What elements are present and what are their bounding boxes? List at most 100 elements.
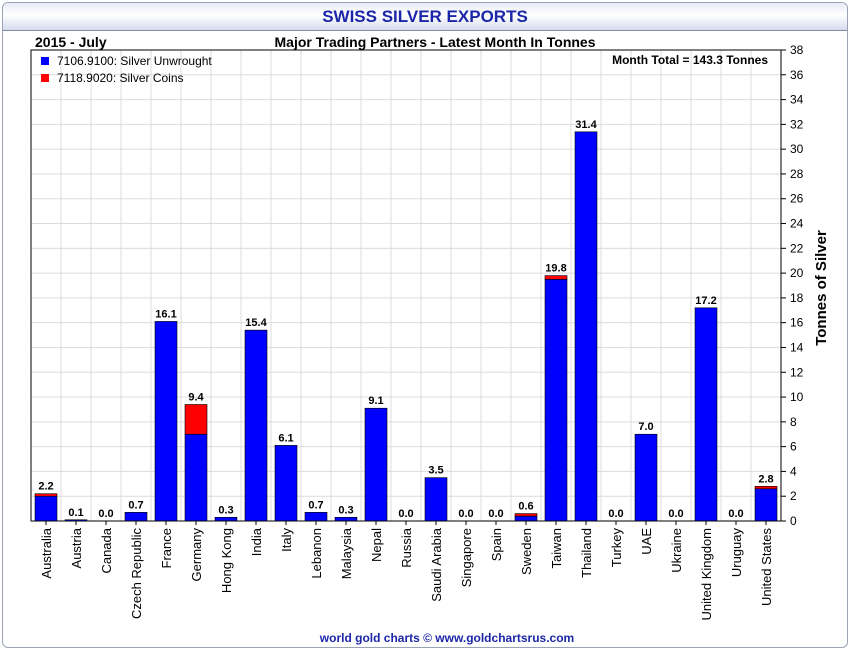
x-tick-label: Australia xyxy=(39,527,54,578)
y-tick-label: 38 xyxy=(790,43,804,57)
bar-unwrought xyxy=(334,516,358,522)
x-tick-label: India xyxy=(249,527,264,556)
bar-chart: 2.2 0.1 0.0 0.7 16.1 9.4 0.3 15.4 6.1 0.7 0.3 9.1 0.… xyxy=(30,34,830,645)
bar-unwrought xyxy=(424,477,448,522)
data-label: 3.5 xyxy=(428,465,443,477)
y-tick-label: 24 xyxy=(790,217,804,231)
bar-unwrought xyxy=(244,329,268,522)
x-tick-label: Hong Kong xyxy=(219,528,234,593)
title-bar: SWISS SILVER EXPORTS xyxy=(3,3,847,31)
data-label: 0.3 xyxy=(218,504,233,516)
bar-unwrought xyxy=(364,407,388,522)
bar-unwrought xyxy=(634,433,658,522)
legend: 7106.9100: Silver Unwrought 7118.9020: S… xyxy=(41,54,212,85)
data-label: 0.0 xyxy=(458,508,473,520)
y-tick-label: 28 xyxy=(790,167,804,181)
y-tick-label: 10 xyxy=(790,390,804,404)
y-tick-label: 32 xyxy=(790,117,804,131)
data-label: 0.0 xyxy=(488,508,503,520)
data-label: 0.0 xyxy=(398,508,413,520)
data-label: 7.0 xyxy=(638,421,653,433)
x-tick-label: Germany xyxy=(189,528,204,582)
period-label: 2015 - July xyxy=(35,34,107,50)
y-tick-label: 20 xyxy=(790,266,804,280)
legend-label-unwrought: 7106.9100: Silver Unwrought xyxy=(57,54,212,68)
bar-unwrought xyxy=(124,512,148,522)
data-label: 0.0 xyxy=(668,508,683,520)
x-tick-label: Russia xyxy=(399,527,414,568)
footer-credit: world gold charts © www.goldchartsrus.co… xyxy=(319,631,574,645)
x-tick-label: France xyxy=(159,528,174,568)
y-tick-label: 36 xyxy=(790,68,804,82)
bar-coins xyxy=(544,275,568,280)
bar-unwrought xyxy=(544,279,568,522)
data-label: 0.1 xyxy=(68,507,83,519)
bar-unwrought xyxy=(274,445,298,522)
bar-unwrought xyxy=(574,131,598,522)
y-tick-label: 18 xyxy=(790,291,804,305)
y-tick-label: 14 xyxy=(790,340,804,354)
bar-unwrought xyxy=(754,488,778,522)
legend-swatch-coins xyxy=(41,74,49,82)
bar-coins xyxy=(34,493,58,497)
legend-label-coins: 7118.9020: Silver Coins xyxy=(57,71,184,85)
legend-swatch-unwrought xyxy=(41,57,49,65)
y-tick-label: 8 xyxy=(790,415,797,429)
y-axis-label: Tonnes of Silver xyxy=(813,230,830,346)
bar-coins xyxy=(754,485,778,490)
y-tick-label: 6 xyxy=(790,440,797,454)
chart-subtitle: Major Trading Partners - Latest Month In… xyxy=(275,34,596,50)
y-tick-label: 0 xyxy=(790,514,797,528)
x-tick-label: Canada xyxy=(99,527,114,573)
data-label: 31.4 xyxy=(575,119,597,131)
data-label: 0.3 xyxy=(338,504,353,516)
x-tick-label: Italy xyxy=(279,528,294,552)
month-total-note: Month Total = 143.3 Tonnes xyxy=(612,53,768,67)
bar-unwrought xyxy=(154,321,178,522)
x-tick-label: Singapore xyxy=(459,528,474,587)
axes: 02468101214161820222426283032343638Austr… xyxy=(30,43,804,621)
data-label: 0.0 xyxy=(728,508,743,520)
x-tick-label: Saudi Arabia xyxy=(429,527,444,601)
x-tick-label: Ukraine xyxy=(669,528,684,573)
data-label: 6.1 xyxy=(278,432,293,444)
grid xyxy=(31,50,781,521)
x-tick-label: Czech Republic xyxy=(129,528,144,620)
y-tick-label: 4 xyxy=(790,464,797,478)
y-tick-label: 30 xyxy=(790,142,804,156)
x-tick-label: Malaysia xyxy=(339,527,354,579)
bar-unwrought xyxy=(214,516,238,522)
x-tick-label: Nepal xyxy=(369,528,384,562)
y-tick-label: 2 xyxy=(790,489,797,503)
x-tick-label: United Kingdom xyxy=(699,528,714,621)
data-label: 9.1 xyxy=(368,395,383,407)
bar-unwrought xyxy=(34,495,58,522)
data-label: 0.7 xyxy=(128,499,143,511)
bar-coins xyxy=(184,404,208,435)
x-tick-label: Austria xyxy=(69,527,84,568)
data-label: 17.2 xyxy=(695,295,716,307)
y-tick-label: 34 xyxy=(790,93,804,107)
chart-title: SWISS SILVER EXPORTS xyxy=(322,7,528,26)
bar-unwrought xyxy=(514,515,538,522)
x-tick-label: Uruguay xyxy=(729,528,744,578)
data-label: 2.8 xyxy=(758,473,773,485)
bar-unwrought xyxy=(304,512,328,522)
x-tick-label: Taiwan xyxy=(549,528,564,568)
data-label: 0.7 xyxy=(308,499,323,511)
plot-area-border xyxy=(30,49,782,522)
x-tick-label: Turkey xyxy=(609,528,624,568)
data-label: 0.0 xyxy=(608,508,623,520)
y-tick-label: 12 xyxy=(790,365,804,379)
x-tick-label: Lebanon xyxy=(309,528,324,579)
x-tick-label: Sweden xyxy=(519,528,534,575)
data-label: 15.4 xyxy=(245,317,267,329)
bar-coins xyxy=(514,513,538,517)
y-tick-label: 22 xyxy=(790,241,804,255)
x-tick-label: Thailand xyxy=(579,528,594,578)
bars: 2.2 0.1 0.0 0.7 16.1 9.4 0.3 15.4 6.1 0.7 0.3 9.1 0.… xyxy=(34,119,778,522)
data-label: 0.6 xyxy=(518,501,533,513)
y-tick-label: 16 xyxy=(790,316,804,330)
data-label: 9.4 xyxy=(188,391,204,403)
